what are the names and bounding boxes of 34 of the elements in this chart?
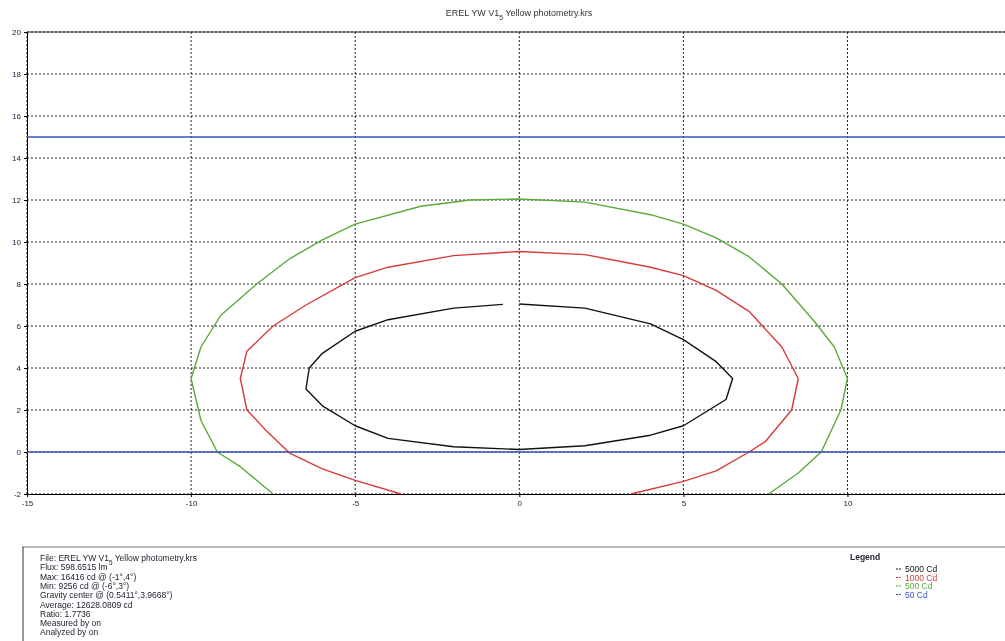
x-tick-label: -15 — [21, 498, 34, 508]
x-tick-label: 10 — [843, 498, 853, 508]
text: Analyzed by on — [40, 627, 99, 638]
y-tick-label: -2 — [13, 490, 22, 500]
chart-title: EREL YW V1$_{5}$ Yellow photometry.krs — [445, 8, 593, 21]
x-tick-label: 0 — [517, 498, 523, 508]
legend-label: 1000 Cd — [905, 572, 938, 583]
y-tick-label: 12 — [12, 196, 22, 206]
line-series — [305, 303, 734, 451]
legend-label: 50 Cd — [905, 589, 928, 600]
y-tick-label: 16 — [12, 112, 22, 122]
legend-label: 500 Cd — [905, 581, 933, 591]
y-tick-label: 14 — [12, 154, 22, 164]
y-tick-label: 4 — [16, 364, 22, 374]
text: Measured by on — [40, 618, 102, 629]
y-tick-label: 10 — [12, 238, 22, 248]
line-series — [190, 198, 849, 495]
legend-label: 5000 Cd — [905, 564, 938, 574]
y-tick-label: 20 — [12, 28, 22, 38]
text: Min: 9256 cd @ (-6°,3°) — [40, 580, 130, 591]
text: Gravity center @ (0.5411°,3.9668°) — [40, 590, 173, 601]
x-tick-label: -10 — [185, 498, 198, 508]
x-tick-label: -5 — [352, 498, 360, 508]
text: Average: 12628.0809 cd — [40, 599, 133, 610]
text: Max: 16416 cd @ (-1°,4°) — [40, 571, 137, 582]
text: Ratio: 1.7736 — [40, 608, 91, 619]
y-tick-label: 0 — [16, 448, 22, 458]
y-tick-label: 6 — [16, 322, 22, 332]
line-series — [239, 250, 799, 495]
y-tick-label: 18 — [12, 70, 22, 80]
x-tick-label: 5 — [681, 498, 687, 508]
legend-title: Legend — [850, 552, 881, 562]
y-tick-label: 2 — [16, 406, 22, 416]
y-tick-label: 8 — [16, 280, 22, 290]
